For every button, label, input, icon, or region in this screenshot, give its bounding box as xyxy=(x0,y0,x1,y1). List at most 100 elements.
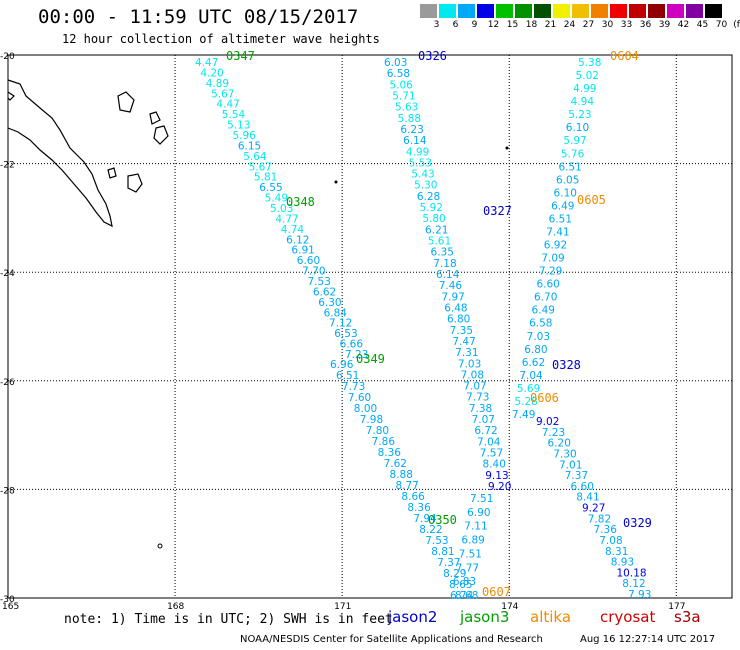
pass-label: 0327 xyxy=(483,204,512,218)
map-frame xyxy=(7,54,733,599)
wave-height-value: 4.89 xyxy=(206,78,229,90)
wave-height-value: 6.58 xyxy=(387,68,410,80)
wave-height-value: 4.99 xyxy=(573,83,596,95)
wave-height-value: 7.18 xyxy=(433,258,456,270)
wave-height-value: 6.60 xyxy=(571,481,594,493)
wave-height-value: 7.04 xyxy=(477,436,501,448)
wave-height-value: 6.51 xyxy=(558,161,581,173)
wave-height-value: 8.22 xyxy=(419,524,442,536)
wave-height-value: 6.58 xyxy=(529,318,552,330)
scale-label: 9 xyxy=(471,20,478,30)
scale-swatch xyxy=(553,4,570,18)
legend-jason2: jason2 xyxy=(388,608,438,626)
wave-height-value: 7.37 xyxy=(565,470,588,482)
wave-height-value: 7.98 xyxy=(360,414,383,426)
wave-height-value: 8.65 xyxy=(449,579,472,591)
legend-jason3: jason3 xyxy=(460,608,510,626)
wave-height-value: 7.53 xyxy=(425,535,448,547)
wave-height-value: 5.76 xyxy=(561,148,585,160)
wave-height-value: 7.36 xyxy=(594,524,618,536)
wave-height-value: 4.77 xyxy=(275,213,298,225)
wave-height-value: 6.55 xyxy=(259,182,282,194)
wave-height-value: 7.12 xyxy=(329,318,352,330)
wave-height-value: 8.36 xyxy=(407,502,431,514)
wave-height-value: 7.86 xyxy=(372,436,396,448)
wave-height-value: 7.35 xyxy=(450,325,473,337)
wave-height-value: 6.21 xyxy=(425,224,448,236)
wave-height-value: 5.43 xyxy=(411,169,434,181)
scale-label: 27 xyxy=(582,20,595,30)
wave-height-value: 6.66 xyxy=(340,339,364,351)
scale-swatch xyxy=(610,4,627,18)
wave-height-value: 6.28 xyxy=(417,191,440,203)
wave-height-value: 7.37 xyxy=(437,557,460,569)
wave-height-value: 7.62 xyxy=(384,458,407,470)
wave-height-value: 8.00 xyxy=(354,403,377,415)
wave-height-value: 8.93 xyxy=(611,557,634,569)
wave-height-value: 5.63 xyxy=(395,102,418,114)
wave-height-value: 4.94 xyxy=(571,96,595,108)
scale-swatch xyxy=(591,4,608,18)
wave-height-value: 7.04 xyxy=(519,370,543,382)
wave-height-value: 7.77 xyxy=(456,562,479,574)
wave-height-value: 7.08 xyxy=(461,369,484,381)
scale-label: 42 xyxy=(677,20,690,30)
wave-height-value: 5.23 xyxy=(568,109,591,121)
lat-tick-label: -26 xyxy=(0,378,15,388)
wave-height-value: 8.36 xyxy=(378,447,402,459)
wave-height-value: 4.99 xyxy=(406,146,429,158)
pass-label: 0326 xyxy=(418,49,447,63)
wave-height-value: 7.38 xyxy=(469,403,492,415)
wave-height-value: 7.03 xyxy=(458,358,481,370)
wave-height-value: 5.02 xyxy=(576,70,599,82)
wave-height-value: 8.40 xyxy=(483,459,506,471)
scale-swatch xyxy=(458,4,475,18)
wave-height-value: 9.20 xyxy=(488,481,511,493)
wave-height-value: 9.02 xyxy=(536,416,559,428)
wave-height-value: 7.41 xyxy=(546,226,569,238)
wave-height-value: 7.47 xyxy=(452,336,475,348)
wave-height-value: 4.47 xyxy=(216,99,239,111)
wave-height-value: 7.09 xyxy=(541,253,564,265)
wave-height-value: 6.53 xyxy=(334,328,357,340)
pass-label: 0604 xyxy=(610,49,639,63)
wave-height-value: 7.31 xyxy=(455,347,478,359)
pass-label: 0328 xyxy=(552,358,581,372)
scale-label: 30 xyxy=(601,20,614,30)
wave-height-value: 7.73 xyxy=(342,381,365,393)
wave-height-value: 6.49 xyxy=(551,200,574,212)
scale-label: 24 xyxy=(563,20,576,30)
wave-height-value: 5.96 xyxy=(233,130,257,142)
wave-height-value: 7.01 xyxy=(559,459,582,471)
lat-tick-label: -20 xyxy=(0,52,15,62)
wave-height-value: 5.30 xyxy=(414,180,437,192)
wave-height-value: 5.67 xyxy=(211,88,234,100)
coastline xyxy=(117,91,135,113)
pass-label: 0329 xyxy=(623,516,652,530)
wave-height-value: 5.13 xyxy=(227,120,250,132)
island-dot xyxy=(505,146,509,150)
wave-height-value: 7.49 xyxy=(512,409,535,421)
scale-label: 18 xyxy=(525,20,538,30)
wave-height-value: 6.51 xyxy=(336,370,359,382)
scale-swatch xyxy=(420,4,437,18)
pass-label: 0605 xyxy=(577,193,606,207)
wave-height-value: 6.12 xyxy=(286,234,309,246)
wave-height-value: 6.92 xyxy=(544,240,567,252)
wave-height-value: 6.80 xyxy=(524,344,547,356)
pass-label: 0348 xyxy=(286,195,315,209)
lat-tick-label: -28 xyxy=(0,486,15,496)
wave-height-value: 5.53 xyxy=(409,157,432,169)
pass-label: 0349 xyxy=(356,352,385,366)
wave-height-value: 6.84 xyxy=(324,307,348,319)
wave-height-value: 7.23 xyxy=(345,349,368,361)
pass-label: 0347 xyxy=(226,49,255,63)
wave-height-value: 5.64 xyxy=(243,151,267,163)
wave-height-value: 6.14 xyxy=(403,135,427,147)
wave-height-value: 10.18 xyxy=(617,567,647,579)
wave-height-value: 8.31 xyxy=(605,546,628,558)
scale-swatch xyxy=(534,4,551,18)
wave-height-value: 7.08 xyxy=(599,535,622,547)
scale-label: 33 xyxy=(620,20,633,30)
wave-height-value: 6.15 xyxy=(238,140,261,152)
